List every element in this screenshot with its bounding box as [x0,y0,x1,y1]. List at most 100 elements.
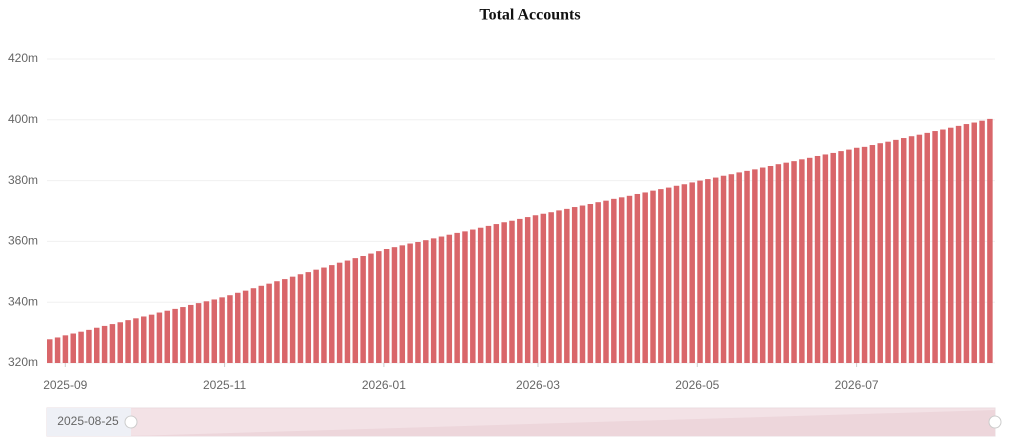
bar [893,139,899,363]
bar [438,236,445,363]
bar [932,131,938,363]
bar [752,169,758,363]
bar [117,322,123,363]
bar [509,220,515,363]
bar [383,249,390,363]
bar [681,184,688,363]
bar [329,265,335,363]
x-tick-label: 2026-07 [835,378,879,392]
bar [78,331,84,363]
bar [86,329,92,363]
bar [830,152,836,363]
bar [47,339,53,363]
bar [399,245,406,363]
bar [368,253,374,363]
bar [822,154,829,363]
bar [846,149,852,363]
bar [235,292,241,363]
bar [603,200,609,363]
x-tick-label: 2026-03 [516,378,560,392]
x-tick-label: 2026-05 [675,378,719,392]
bar [148,314,155,363]
bar [180,307,186,363]
bar [164,310,171,363]
bar [579,205,586,363]
bar [376,251,382,363]
bar [838,151,844,363]
bar [791,161,797,363]
bar [916,134,923,363]
bar [697,180,703,363]
bar [266,283,272,363]
bar [736,172,742,363]
bar [141,316,147,363]
bar [658,189,664,363]
bar [493,224,500,363]
bar [94,327,100,363]
bar [618,197,625,363]
slider-window [131,408,995,436]
bar [195,303,202,363]
slider-start-label: 2025-08-25 [57,414,119,428]
bar [924,132,930,363]
bar [188,304,194,363]
bar [391,247,398,363]
bar [940,129,946,363]
bar [564,208,570,363]
bar [172,308,178,363]
bar [352,258,359,363]
bar [814,155,821,363]
bar [415,242,421,363]
y-tick-label: 340m [8,294,38,308]
bar [963,124,970,363]
y-tick-label: 400m [8,112,38,126]
bar [900,138,907,363]
x-tick-label: 2025-09 [43,378,87,392]
bar [869,145,876,363]
bar [62,335,69,363]
bar [548,212,554,363]
bar [430,238,437,363]
bar [987,118,993,363]
bar [133,318,139,363]
bar [485,225,492,363]
bar [282,279,288,363]
bar [673,185,680,363]
bar [595,202,601,363]
bar [853,147,860,363]
bar [744,170,750,363]
data-zoom-slider[interactable]: 2025-08-25 [46,407,1002,437]
bar [501,222,507,363]
bar [524,217,531,363]
bar [759,167,766,363]
bar [227,295,233,363]
bar [54,337,61,363]
bar [109,324,116,363]
bar [877,143,883,363]
bar [101,325,108,363]
bar [806,157,813,363]
bar [517,218,523,363]
slider-handle-right[interactable] [988,415,1002,429]
bar [242,290,249,363]
bar [125,320,131,363]
bar [634,193,641,363]
bar [571,207,578,363]
bar [783,162,789,363]
bar [423,240,429,363]
bar [70,333,76,363]
bar [712,177,719,363]
slider-label-bg [47,408,131,436]
bar [305,272,312,363]
bar [885,141,891,363]
bar [203,301,210,363]
bar [665,187,672,363]
bar [321,267,327,363]
slider-handle-left[interactable] [124,415,138,429]
bar [446,234,453,363]
bar [720,175,727,363]
bar [947,127,954,363]
bar [219,297,225,363]
bar [289,276,296,363]
bar [689,182,695,363]
